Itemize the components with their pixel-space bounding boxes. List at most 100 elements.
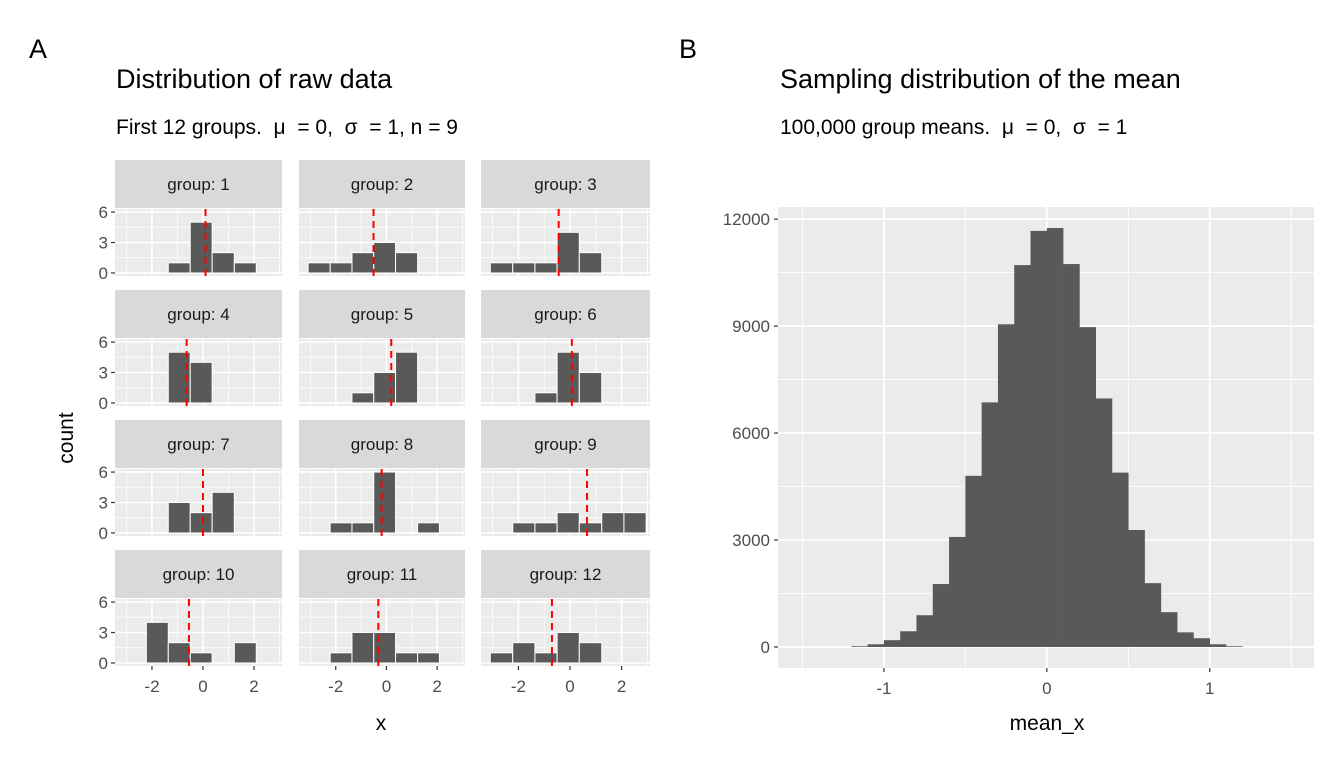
- panel-b-x-axis-label: mean_x: [1010, 712, 1085, 735]
- histogram-bar: [512, 522, 536, 534]
- histogram-bar: [189, 221, 213, 274]
- histogram-bar: [556, 632, 580, 664]
- facet-strip-label: group: 12: [530, 565, 602, 584]
- facet-10: group: 10 0 3 6 -2 0 2: [99, 550, 282, 696]
- y-tick-label: 6: [99, 463, 108, 482]
- histogram-bar: [167, 642, 191, 664]
- facet-12: group: 12 -2 0 2: [481, 550, 650, 696]
- histogram-bar: [373, 632, 397, 664]
- histogram-bar: [329, 652, 353, 664]
- histogram-bar: [883, 640, 901, 647]
- histogram-bar: [981, 402, 999, 647]
- histogram-bar: [417, 652, 440, 664]
- facet-strip-label: group: 5: [351, 305, 413, 324]
- facet-strip-label: group: 1: [167, 175, 229, 194]
- y-tick-label: 6: [99, 333, 108, 352]
- histogram-bar: [351, 522, 375, 534]
- histogram-bar: [932, 584, 950, 647]
- facet-strip-label: group: 11: [347, 565, 418, 584]
- histogram-bar: [534, 262, 558, 274]
- y-tick-label: 3: [99, 364, 108, 383]
- histogram-bar: [1193, 638, 1211, 647]
- y-tick-label: 6: [99, 203, 108, 222]
- x-tick-label: -2: [144, 677, 159, 696]
- histogram-bar: [189, 652, 213, 664]
- histogram-bar: [351, 252, 375, 274]
- histogram-bar: [211, 491, 235, 534]
- facet-strip-label: group: 7: [167, 435, 229, 454]
- x-tick-label: -1: [876, 679, 891, 698]
- panel-a-title: Distribution of raw data: [116, 64, 393, 94]
- x-tick-label: 2: [249, 677, 258, 696]
- x-tick-label: 0: [565, 677, 574, 696]
- histogram-bar: [373, 242, 397, 274]
- histogram-bar: [145, 621, 169, 664]
- facet-1: group: 1 0 3 6: [99, 160, 282, 283]
- histogram-bar: [1144, 583, 1162, 647]
- histogram-bar: [489, 262, 514, 274]
- histogram-bar: [997, 324, 1015, 647]
- panel-a-tag: A: [29, 34, 47, 64]
- histogram-bar: [851, 646, 868, 647]
- facet-7: group: 7 0 3 6: [99, 420, 282, 543]
- facet-strip-label: group: 10: [163, 565, 235, 584]
- x-tick-label: -2: [511, 677, 526, 696]
- histogram-bar: [351, 632, 375, 664]
- facet-5: group: 5: [299, 290, 465, 406]
- panel-b-tag: B: [679, 34, 697, 64]
- histogram-bar: [373, 372, 397, 404]
- y-tick-label: 12000: [723, 210, 770, 229]
- histogram-bar: [601, 512, 625, 534]
- panel-a-subtitle: First 12 groups. μ = 0, σ = 1, n = 9: [116, 116, 458, 139]
- histogram-bar: [189, 512, 213, 534]
- y-tick-label: 0: [99, 264, 108, 283]
- y-tick-label: 0: [99, 524, 108, 543]
- y-tick-label: 0: [99, 654, 108, 673]
- histogram-bar: [900, 631, 917, 647]
- y-tick-label: 6: [99, 593, 108, 612]
- facet-strip-label: group: 6: [534, 305, 596, 324]
- histogram-bar: [1079, 327, 1096, 647]
- facet-strip-label: group: 8: [351, 435, 413, 454]
- x-tick-label: 0: [198, 677, 207, 696]
- histogram-bar: [1063, 264, 1080, 647]
- facet-strip: [481, 290, 650, 338]
- histogram-bar: [534, 392, 558, 404]
- histogram-bar: [373, 471, 397, 534]
- panel-b-subtitle: 100,000 group means. μ = 0, σ = 1: [780, 116, 1127, 139]
- facet-strip-label: group: 4: [167, 305, 229, 324]
- histogram-bar: [395, 351, 419, 404]
- y-tick-label: 3: [99, 494, 108, 513]
- histogram-bar: [1209, 644, 1227, 647]
- x-tick-label: 2: [617, 677, 626, 696]
- histogram-bar: [534, 652, 558, 664]
- facet-strip-label: group: 3: [534, 175, 596, 194]
- facet-strip: [115, 160, 282, 208]
- facet-strip: [299, 160, 465, 208]
- histogram-bar: [1226, 646, 1243, 647]
- histogram-bar: [556, 351, 580, 404]
- histogram-bar: [965, 475, 982, 647]
- panel-b-title: Sampling distribution of the mean: [780, 64, 1181, 94]
- x-tick-label: 0: [382, 677, 391, 696]
- histogram-bar: [556, 512, 580, 534]
- y-tick-label: 3000: [732, 531, 770, 550]
- histogram-bar: [395, 652, 419, 664]
- facet-2: group: 2: [299, 160, 465, 276]
- facet-6: group: 6: [481, 290, 650, 406]
- y-tick-label: 6000: [732, 424, 770, 443]
- histogram-bar: [1095, 398, 1113, 647]
- y-tick-label: 9000: [732, 317, 770, 336]
- histogram-bar: [233, 262, 257, 274]
- facet-8: group: 8: [299, 420, 465, 536]
- histogram-bar: [512, 642, 536, 664]
- y-tick-label: 0: [761, 638, 770, 657]
- histogram-bar: [395, 252, 419, 274]
- histogram-bar: [167, 502, 191, 534]
- histogram-bar: [534, 522, 558, 534]
- facet-strip: [481, 160, 650, 208]
- x-tick-label: 0: [1042, 679, 1051, 698]
- histogram-bar: [867, 644, 885, 647]
- histogram-bar: [949, 536, 966, 647]
